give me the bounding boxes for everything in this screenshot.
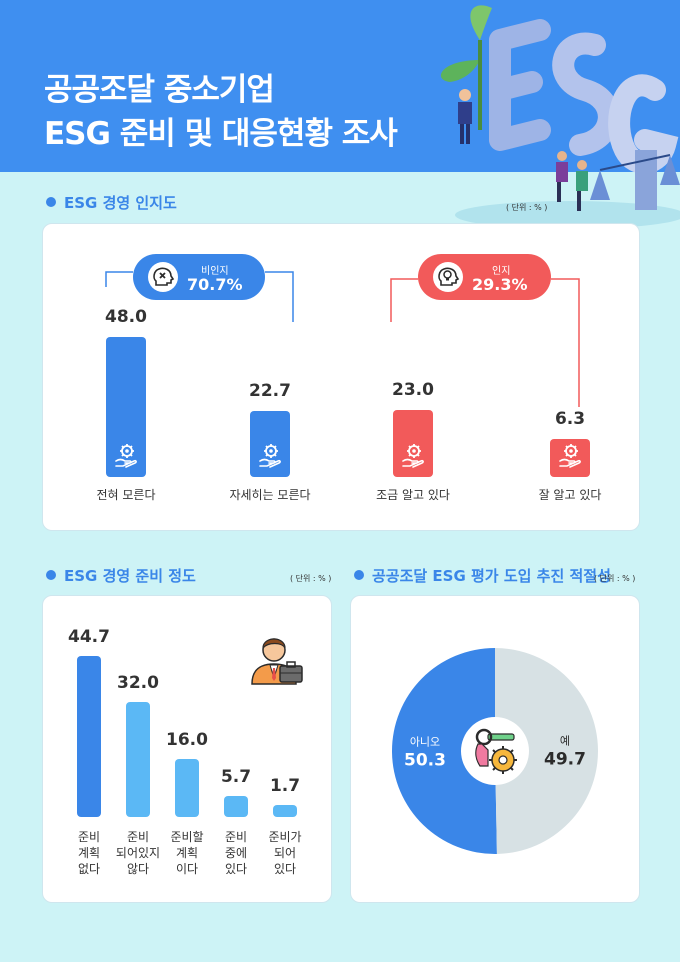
section-title-text: ESG 경영 인지도 (64, 194, 177, 212)
bullet-dot (354, 569, 364, 580)
unit-label-awareness: ( 단위 : % ) (506, 203, 548, 212)
businessman-icon (251, 638, 303, 685)
brain-bulb-icon (433, 262, 463, 292)
page-title-line1: 공공조달 중소기업 (44, 72, 275, 108)
category-label-line: 중에 (224, 846, 248, 860)
unaware-value: 70.7% (187, 275, 243, 294)
section-title-readiness: ESG 경영 준비 정도 (46, 565, 196, 586)
value-label-readiness-2: 16.0 (166, 730, 208, 751)
bar-awareness-0 (106, 337, 146, 477)
hand-gear-icon (259, 443, 281, 468)
bar-awareness-2 (393, 409, 433, 477)
value-label-awareness-1: 22.7 (249, 380, 291, 401)
category-label-line: 이다 (175, 862, 199, 876)
section-title-awareness: ESG 경영 인지도 (46, 192, 177, 213)
unaware-pill: 비인지 70.7% (133, 254, 265, 300)
value-label-awareness-3: 6.3 (554, 409, 586, 429)
category-label-line: 않다 (126, 862, 150, 876)
donut-category-label-0: 아니오 (410, 736, 440, 749)
aware-pill: 인지 29.3% (418, 254, 551, 300)
section-title-text: ESG 경영 준비 정도 (64, 567, 196, 585)
bracket-right-blue (265, 271, 294, 322)
category-label-line: 준비 (224, 830, 248, 844)
category-label-line: 준비가 (268, 830, 302, 844)
category-label-awareness-1: 자세히는 모른다 (229, 488, 311, 502)
bar-icon-wrap (257, 442, 283, 472)
value-label-awareness-0: 48.0 (105, 307, 147, 327)
header-banner: 공공조달 중소기업 ESG 준비 및 대응현황 조사 (0, 0, 680, 229)
bar-icon-wrap (557, 442, 583, 472)
hand-gear-icon (115, 444, 137, 468)
category-label-line: 계획 (77, 846, 101, 860)
donut-value-label-1: 49.7 (544, 749, 586, 769)
donut-slice-0 (391, 648, 497, 854)
esg-illustration (440, 5, 680, 229)
value-label-awareness-2: 23.0 (392, 379, 434, 400)
bar-readiness-3 (224, 796, 248, 817)
bar-awareness-3 (550, 439, 590, 477)
bullet-dot (46, 196, 56, 207)
awareness-card: 비인지 70.7% 인지 29.3% 48.0 전혀 모른다 22.7 자세히는 모른… (42, 223, 640, 531)
unaware-label: 비인지 (201, 266, 229, 277)
hand-gear-icon (402, 443, 424, 468)
category-label-awareness-0: 전혀 모른다 (96, 488, 156, 502)
aware-value: 29.3% (472, 275, 528, 294)
unit-label-readiness: ( 단위 : % ) (290, 574, 332, 583)
hand-gear-icon (559, 444, 581, 468)
category-label-line: 없다 (77, 862, 101, 876)
brain-x-icon (148, 262, 178, 292)
aware-label: 인지 (492, 266, 511, 277)
section-title-text: 공공조달 ESG 평가 도입 추진 적절성 (372, 567, 611, 585)
unit-label-adequacy: ( 단위 : % ) (594, 574, 636, 583)
category-label-line: 있다 (224, 862, 248, 876)
value-label-readiness-3: 5.7 (220, 767, 252, 788)
bar-readiness-0 (77, 656, 101, 817)
donut-slice-1 (495, 648, 598, 854)
value-label-readiness-1: 32.0 (117, 672, 159, 693)
category-label-line: 준비 (77, 830, 101, 844)
bar-icon-wrap (113, 442, 139, 472)
category-label-line: 되어 (273, 846, 297, 860)
donut-value-label-0: 50.3 (404, 751, 446, 771)
hand-gear-icon (475, 728, 517, 774)
bullet-dot (46, 569, 56, 580)
bracket-left-blue (105, 271, 133, 287)
awareness-bars (105, 271, 580, 407)
bar-readiness-1 (126, 701, 150, 817)
category-label-line: 되어있지 (115, 846, 161, 860)
bracket-left-red (390, 278, 418, 322)
category-label-line: 계획 (175, 846, 199, 860)
bar-awareness-1 (250, 410, 290, 477)
donut-category-label-1: 예 (560, 734, 570, 747)
page-title-line2: ESG 준비 및 대응현황 조사 (44, 116, 398, 152)
category-label-awareness-3: 잘 알고 있다 (538, 488, 602, 502)
adequacy-card: 아니오 50.3 예 49.7 (350, 595, 640, 903)
bar-readiness-4 (273, 805, 297, 817)
bar-icon-wrap (400, 442, 426, 472)
category-label-line: 준비 (126, 830, 150, 844)
category-label-line: 있다 (273, 862, 297, 876)
value-label-readiness-4: 1.7 (269, 776, 301, 796)
category-label-awareness-2: 조금 알고 있다 (376, 488, 450, 502)
adequacy-donut-chart: 아니오 50.3 예 49.7 (391, 648, 598, 854)
bar-readiness-2 (175, 759, 199, 817)
bracket-right-red (551, 278, 580, 407)
category-label-line: 준비할 (170, 830, 204, 844)
section-title-adequacy: 공공조달 ESG 평가 도입 추진 적절성 (354, 565, 611, 586)
value-label-readiness-0: 44.7 (68, 627, 110, 647)
